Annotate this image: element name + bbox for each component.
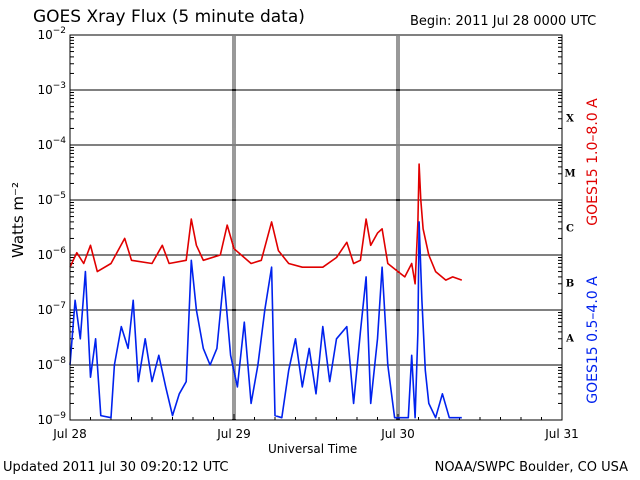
flare-class-label: A [565, 334, 574, 345]
series-layer [69, 163, 463, 419]
tick-labels: 10−9 10−8 10−7 10−6 10−5 10−4 10−3 10−2 Jul 28 Ju… [37, 26, 578, 441]
y-tick-label: 10−6 [37, 246, 66, 262]
y-tick-label: 10−2 [37, 26, 66, 42]
updated-timestamp: Updated 2011 Jul 30 09:20:12 UTC [3, 460, 229, 475]
x-tick-label: Jul 30 [380, 427, 415, 441]
grid [69, 34, 563, 421]
x-tick-label: Jul 29 [216, 427, 251, 441]
source-credit: NOAA/SWPC Boulder, CO USA [434, 460, 628, 475]
plot-frame [69, 34, 563, 421]
y-tick-label: 10−7 [37, 301, 66, 317]
flare-class-label: C [566, 224, 574, 235]
chart-title: GOES Xray Flux (5 minute data) [33, 7, 305, 27]
series-line-short [69, 221, 462, 419]
y-tick-label: 10−4 [37, 136, 66, 152]
x-axis-label: Universal Time [268, 442, 358, 456]
x-tick-label: Jul 31 [544, 427, 579, 441]
y-tick-label: 10−3 [37, 81, 66, 97]
y-tick-label: 10−8 [37, 356, 66, 372]
begin-time: Begin: 2011 Jul 28 0000 UTC [410, 14, 597, 29]
y-tick-label: 10−5 [37, 191, 66, 207]
y-tick-label: 10−9 [37, 411, 66, 427]
series-line-long [69, 163, 463, 285]
x-tick-label: Jul 28 [52, 427, 87, 441]
flare-class-label: B [566, 279, 574, 290]
flare-class-label: X [566, 114, 574, 125]
flare-class-label: M [564, 169, 575, 180]
